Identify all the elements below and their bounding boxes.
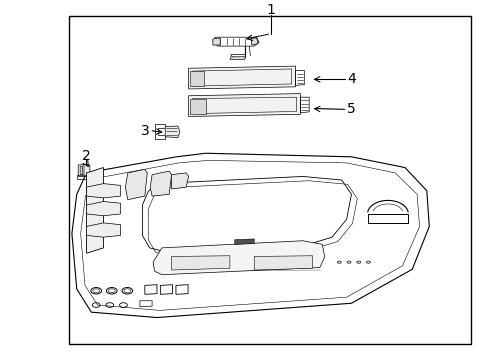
- Polygon shape: [86, 167, 103, 253]
- Polygon shape: [86, 184, 120, 198]
- Text: 5: 5: [346, 102, 355, 116]
- Polygon shape: [188, 66, 295, 89]
- Polygon shape: [153, 241, 324, 275]
- Polygon shape: [86, 202, 120, 216]
- Text: 3: 3: [140, 124, 149, 138]
- Text: 4: 4: [346, 72, 355, 86]
- Polygon shape: [254, 256, 312, 270]
- Polygon shape: [72, 153, 428, 318]
- Polygon shape: [188, 94, 300, 117]
- Polygon shape: [234, 239, 254, 244]
- Polygon shape: [212, 37, 259, 46]
- Polygon shape: [212, 38, 220, 45]
- Polygon shape: [125, 169, 147, 200]
- Text: 1: 1: [266, 3, 275, 17]
- Polygon shape: [251, 38, 258, 45]
- Polygon shape: [165, 126, 180, 138]
- Polygon shape: [86, 223, 120, 237]
- Polygon shape: [150, 171, 171, 196]
- Polygon shape: [189, 99, 205, 114]
- Polygon shape: [80, 166, 84, 175]
- Polygon shape: [171, 173, 188, 189]
- Polygon shape: [189, 71, 203, 86]
- Text: 2: 2: [82, 149, 91, 163]
- Polygon shape: [229, 57, 245, 59]
- Polygon shape: [78, 164, 90, 176]
- Polygon shape: [171, 256, 229, 270]
